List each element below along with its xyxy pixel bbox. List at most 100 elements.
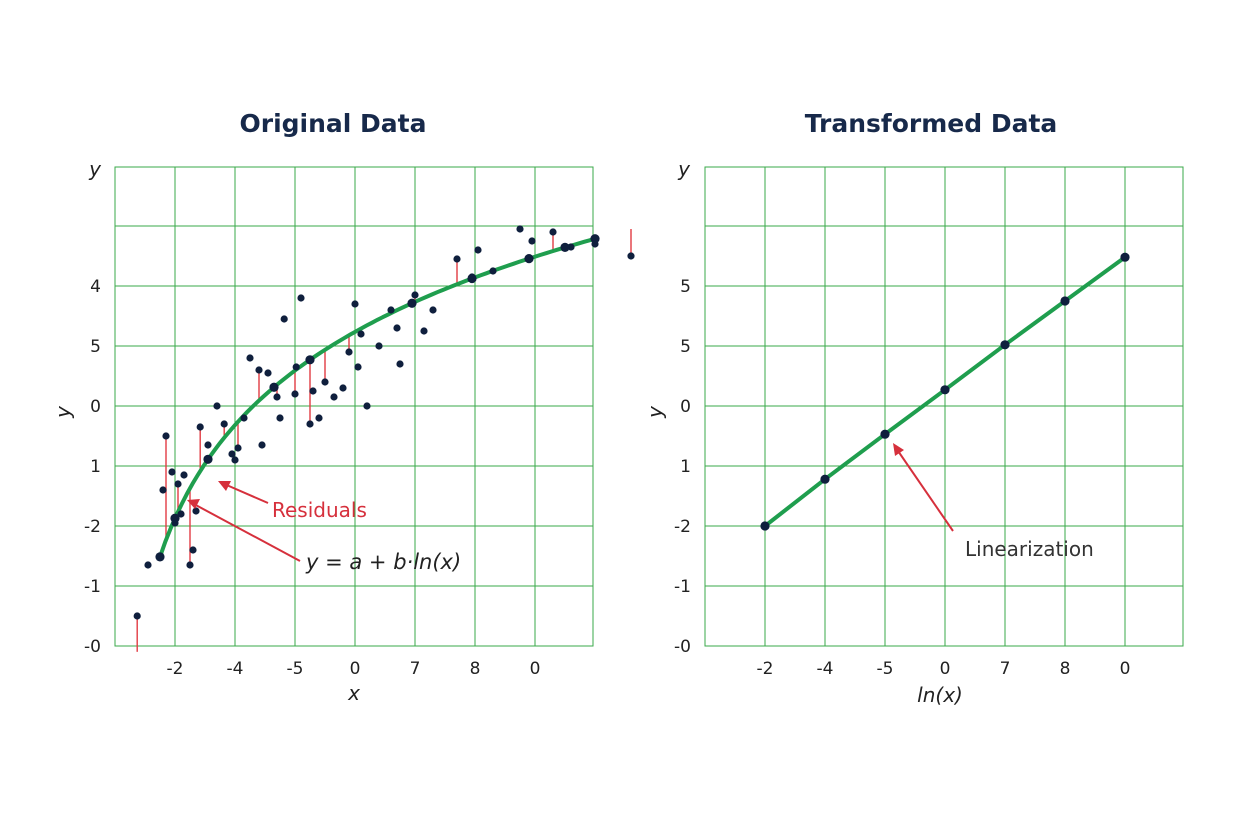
data-point <box>231 456 239 464</box>
y-ticks-transformed: 5 5 0 1 -2 -1 -0 <box>674 277 691 657</box>
grid-original <box>115 167 593 646</box>
data-point <box>273 393 281 401</box>
data-point <box>940 385 950 395</box>
data-point <box>177 510 185 518</box>
x-axis-label-original: x <box>347 681 360 705</box>
data-point <box>474 246 482 254</box>
data-point <box>291 390 299 398</box>
x-tick-label: 0 <box>530 659 541 679</box>
linearization-arrowhead <box>893 443 904 456</box>
y-tick-label: 0 <box>680 397 691 417</box>
data-point <box>393 324 401 332</box>
data-point <box>309 387 317 395</box>
data-point <box>820 474 830 484</box>
data-point <box>234 444 242 452</box>
y-tick-label: -2 <box>674 517 691 537</box>
data-point <box>387 306 395 314</box>
fit-marker <box>170 513 180 523</box>
residuals-arrowhead <box>218 481 231 491</box>
data-point <box>162 432 170 440</box>
fit-marker <box>203 454 213 464</box>
data-point <box>196 423 204 431</box>
residuals-arrow <box>221 482 269 504</box>
fit-marker <box>467 273 477 284</box>
transformed-points <box>760 252 1130 531</box>
fit-marker <box>305 355 315 365</box>
y-tick-label: -2 <box>84 517 101 537</box>
fit-marker <box>560 242 570 252</box>
data-point <box>528 237 536 245</box>
data-point <box>363 402 371 410</box>
y-axis-label-transformed: y <box>643 405 667 419</box>
linearization-label: Linearization <box>965 537 1094 561</box>
data-point <box>420 327 428 335</box>
log-fit-curve <box>158 236 597 559</box>
fit-marker <box>269 382 279 392</box>
x-tick-label: -2 <box>167 659 184 679</box>
fit-curve-markers <box>155 234 600 562</box>
data-point <box>489 267 497 275</box>
x-tick-label: -5 <box>877 659 894 679</box>
x-ticks-transformed: -2 -4 -5 0 7 8 0 <box>757 659 1131 679</box>
data-point <box>306 420 314 428</box>
x-tick-label: -2 <box>757 659 774 679</box>
x-tick-label: -4 <box>817 659 834 679</box>
data-point <box>411 291 419 299</box>
x-tick-label: 0 <box>350 659 361 679</box>
fit-marker <box>407 298 417 308</box>
data-point <box>315 414 323 422</box>
y-tick-label: 1 <box>90 457 101 477</box>
y-axis-label-original: y <box>51 405 75 419</box>
data-point <box>280 315 288 323</box>
y-tick-label: 5 <box>680 337 691 357</box>
data-point <box>174 480 182 488</box>
fit-equation-label: y = a + b·ln(x) <box>305 550 461 574</box>
data-point <box>292 363 300 371</box>
data-point <box>228 450 236 458</box>
data-point <box>192 507 200 515</box>
chart-title-original: Original Data <box>240 109 427 138</box>
data-point <box>627 252 635 260</box>
data-point <box>297 294 305 302</box>
original-data-panel: Original Data y y x -2 -4 -5 0 7 8 0 4 5 0 1 -2 -1 -… <box>51 109 635 705</box>
data-point <box>264 369 272 377</box>
data-point <box>1060 296 1070 306</box>
data-point <box>180 471 188 479</box>
data-point <box>396 360 404 368</box>
data-point <box>133 612 141 620</box>
data-point <box>354 363 362 371</box>
x-ticks-original: -2 -4 -5 0 7 8 0 <box>167 659 541 679</box>
data-point <box>258 441 266 449</box>
equation-arrow <box>191 502 301 562</box>
grid-transformed <box>705 167 1183 646</box>
linearization-arrow <box>895 447 954 532</box>
y-tick-label: -1 <box>84 577 101 597</box>
y-tick-label: -1 <box>674 577 691 597</box>
x-axis-label-transformed: ln(x) <box>917 683 963 707</box>
data-point <box>1000 340 1010 350</box>
residual-lines <box>136 229 632 652</box>
data-point <box>453 255 461 263</box>
y-tick-label: 5 <box>90 337 101 357</box>
data-point <box>189 546 197 554</box>
data-point <box>255 366 263 374</box>
data-point <box>144 561 152 569</box>
data-point <box>357 330 365 338</box>
x-tick-label: 8 <box>1060 659 1071 679</box>
y-ticks-original: 4 5 0 1 -2 -1 -0 <box>84 277 101 657</box>
x-tick-label: 7 <box>1000 659 1011 679</box>
x-tick-label: 0 <box>1120 659 1131 679</box>
y-tick-label: 5 <box>680 277 691 297</box>
data-point <box>240 414 248 422</box>
data-point <box>220 420 228 428</box>
plot-frame-original <box>114 166 594 647</box>
data-point <box>549 228 557 236</box>
data-point <box>246 354 254 362</box>
x-tick-label: 8 <box>470 659 481 679</box>
data-point <box>276 414 284 422</box>
chart-title-transformed: Transformed Data <box>805 109 1058 138</box>
fit-marker <box>590 234 600 244</box>
residuals-label: Residuals <box>272 498 367 522</box>
x-tick-label: 0 <box>940 659 951 679</box>
